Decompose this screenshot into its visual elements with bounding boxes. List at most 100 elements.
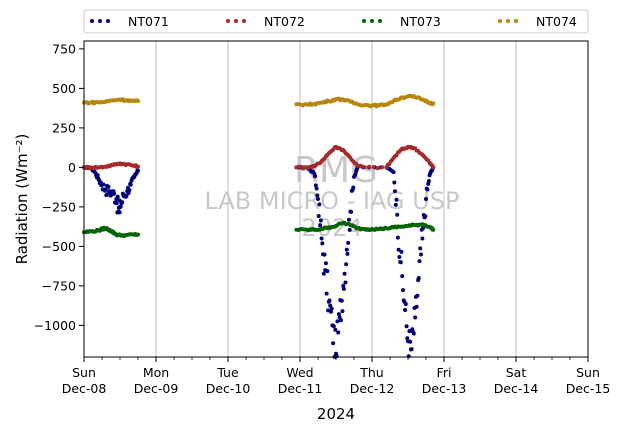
data-point [327,298,332,303]
data-points [82,93,436,359]
y-axis: −1000 −750 −500 −250 0 250 500 750 [34,41,84,333]
data-point [375,166,380,171]
legend-marker [506,19,510,23]
x-tick-label-date: Dec-10 [206,381,251,396]
data-point [345,251,350,256]
y-tick-label: 250 [52,120,76,135]
data-point [314,186,319,191]
data-point [405,336,410,341]
data-point [423,214,428,219]
legend-marker [242,19,246,23]
x-tick-label-day: Sun [576,365,600,380]
data-point [393,202,398,207]
x-tick-label-day: Sun [72,365,96,380]
data-point [334,354,339,359]
data-point [112,191,117,196]
data-point [114,201,119,206]
data-point [344,247,349,252]
data-point [431,165,436,170]
data-point [395,212,400,217]
data-point [128,182,133,187]
legend-marker [514,19,518,23]
legend: NT071 NT072 NT073 NT074 [83,9,589,34]
legend-marker [362,19,366,23]
data-point [124,193,129,198]
data-point [380,165,385,170]
data-point [340,309,345,314]
data-point [424,197,428,201]
data-point [349,209,354,214]
y-tick-label: 0 [68,160,76,175]
data-point [322,252,327,257]
legend-label: NT071 [128,14,169,29]
data-point [341,286,346,291]
x-tick-label-date: Dec-09 [134,381,179,396]
y-tick-label: 500 [52,81,76,96]
x-tick-label-day: Mon [143,365,169,380]
y-tick-label: −750 [42,278,76,293]
data-point [120,200,125,205]
x-axis-title: 2024 [317,405,355,423]
data-point [344,262,349,267]
data-point [409,347,414,352]
data-point [393,189,397,194]
legend-label: NT073 [400,14,441,29]
data-point [331,324,336,329]
x-tick-label-date: Dec-15 [566,381,611,396]
data-point [395,235,400,240]
data-point [403,308,408,312]
legend-label: NT072 [264,14,305,29]
data-point [103,187,108,192]
grid-lines [155,41,517,357]
legend-marker [234,19,238,23]
data-point [315,193,320,198]
data-point [418,246,423,251]
data-point [136,232,140,237]
data-point [431,101,436,106]
data-point [319,236,324,241]
data-point [420,236,425,241]
data-point [343,280,348,285]
x-tick-label-date: Dec-14 [494,381,539,396]
data-point [325,269,330,274]
watermark-line1: RMG [294,150,378,191]
data-point [399,249,404,254]
data-point [417,259,422,264]
data-point [331,341,336,346]
data-point [398,260,403,265]
data-point [419,252,423,257]
y-tick-label: −500 [42,239,76,254]
data-point [351,185,356,190]
x-tick-label-day: Tue [216,365,239,380]
y-tick-label: 750 [52,41,76,56]
data-point [341,283,346,288]
x-axis: SunDec-08MonDec-09TueDec-10WedDec-11ThuD… [62,357,611,396]
data-point [397,255,402,259]
data-point [321,271,326,276]
data-point [431,227,436,232]
x-tick-label-date: Dec-08 [62,381,107,396]
x-tick-label-day: Sat [506,365,527,380]
data-point [346,240,351,245]
data-point [416,276,421,280]
x-tick-label-date: Dec-11 [278,381,323,396]
data-point [136,99,140,103]
data-point [425,187,430,192]
data-point [392,180,397,185]
data-point [333,327,338,332]
data-point [353,172,358,177]
data-point [336,312,341,317]
data-point [313,183,318,188]
data-point [335,319,340,324]
data-point [115,194,120,199]
legend-marker [98,19,102,23]
data-point [101,182,106,187]
data-point [136,164,140,169]
data-point [323,261,328,266]
x-tick-label-date: Dec-13 [422,381,467,396]
data-point [400,274,405,279]
data-point [342,271,347,276]
y-axis-title: Radiation (Wm⁻²) [13,134,31,265]
data-point [347,227,352,232]
